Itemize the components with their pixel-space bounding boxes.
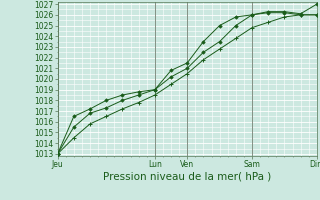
X-axis label: Pression niveau de la mer( hPa ): Pression niveau de la mer( hPa ) — [103, 172, 271, 182]
